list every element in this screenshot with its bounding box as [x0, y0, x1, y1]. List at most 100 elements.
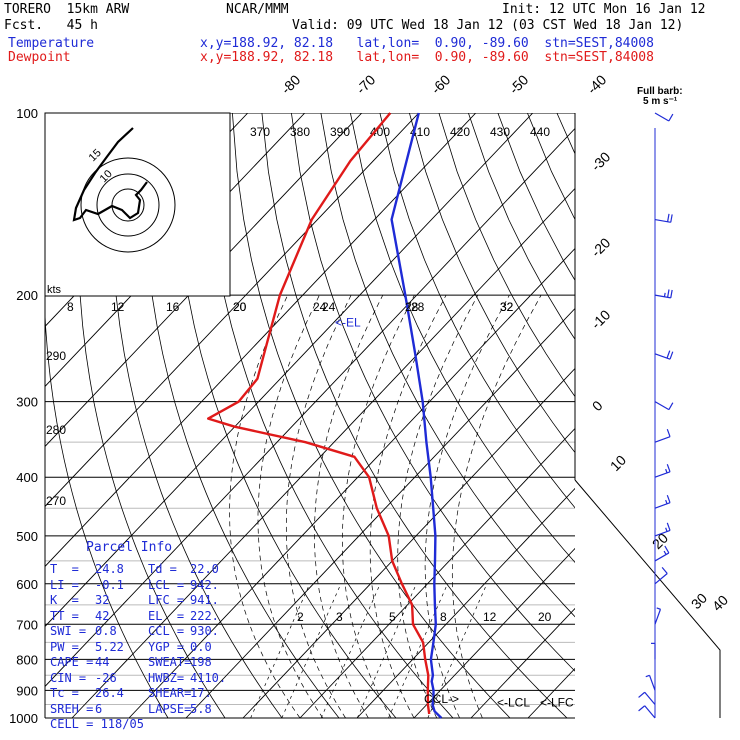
dry-adiabat-line [291, 113, 575, 672]
parcel-param-label: LFC = [148, 593, 185, 607]
wind-barb-feather [670, 289, 673, 299]
moist-adiabat-line [369, 294, 447, 719]
dry-adiabat-line [705, 113, 740, 718]
dry-adiabat-line [142, 113, 340, 719]
wind-barb-feather [638, 705, 646, 712]
wind-barb-feather [664, 545, 670, 554]
isotherm-line [527, 667, 575, 719]
wind-barb-feather [666, 428, 671, 437]
parcel-param-label: CIN = [50, 670, 87, 685]
wind-barb [654, 436, 671, 443]
wind-barb-feather [668, 113, 674, 122]
isotherm-label: -30 [588, 148, 614, 174]
mixing-ratio-label: 32 [500, 300, 514, 314]
isotherm-label: 10 [607, 452, 629, 474]
parcel-param-value: 941. [190, 593, 219, 607]
barb-legend-label: Full barb: [637, 86, 683, 97]
isotherm-line [45, 113, 477, 568]
hodograph-units-label: kts [47, 284, 62, 296]
isotherm-line [45, 113, 420, 508]
wind-barb [644, 691, 656, 705]
isotherm-line [128, 247, 575, 719]
dewpoint-profile-line [206, 112, 431, 715]
isotherm-label: -60 [428, 71, 454, 97]
wind-barb [654, 112, 670, 122]
dry-adiabat-line [350, 113, 575, 563]
wind-barb-feather [663, 550, 667, 555]
theta-side-label: 280 [46, 423, 66, 437]
mixing-ratio-label: 24 [322, 300, 336, 314]
isotherm-line [299, 427, 575, 719]
parcel-param-label: CAPE = [50, 655, 94, 669]
ccl-annotation: CCL-> [424, 692, 459, 706]
parcel-param-label: LAPSE= [148, 701, 192, 716]
model-name: TORERO 15km ARW [4, 2, 130, 17]
dry-adiabat-line [173, 113, 397, 719]
dry-adiabat-line [616, 113, 740, 718]
parcel-param-label: Tc = [50, 686, 79, 700]
wind-barb-feather [667, 213, 670, 222]
moist-adiabat-line [424, 294, 510, 719]
isotherm-line [185, 307, 575, 719]
parcel-param-label: SWEAT= [148, 655, 192, 669]
theta-side-label: 270 [46, 494, 66, 508]
theta-side-label: 290 [46, 349, 66, 363]
wind-barb-feather [665, 499, 668, 505]
mixing-ratio-line [250, 583, 311, 719]
isotherm-label: 30 [688, 590, 710, 612]
lfc-annotation: <-LFC [540, 695, 574, 709]
pressure-tick-label: 1000 [9, 711, 38, 726]
pressure-tick-label: 200 [16, 288, 38, 303]
theta-label: 420 [450, 125, 470, 139]
dry-adiabat-line [110, 113, 283, 719]
dry-adiabat-line [232, 113, 511, 719]
theta-label: 430 [490, 125, 510, 139]
parcel-param-label: LCL = [148, 577, 185, 592]
isotherm-line [356, 487, 575, 719]
mixing-ratio-label: 12 [483, 610, 497, 624]
wind-barb-feather [666, 494, 671, 503]
wind-barb [654, 609, 662, 625]
temperature-location: x,y=188.92, 82.18 lat,lon= 0.90, -89.60 … [200, 36, 654, 51]
moist-adiabat-line [229, 294, 301, 719]
isotherm-label: -70 [353, 71, 379, 97]
pressure-tick-label: 100 [16, 106, 38, 121]
mixing-ratio-label: 5 [389, 610, 396, 624]
dry-adiabat-line [468, 113, 575, 340]
wind-barb-feather [668, 402, 674, 410]
pressure-tick-label: 500 [16, 529, 38, 544]
isotherm-label: -80 [278, 71, 304, 97]
wind-barb-feather [666, 350, 671, 359]
dewpoint-label: Dewpoint [8, 50, 71, 65]
dry-adiabat-line [202, 113, 454, 719]
mixing-ratio-label: 20 [233, 300, 247, 314]
wind-barb-feather [666, 464, 671, 472]
pressure-tick-label: 300 [16, 395, 38, 410]
mixing-ratio-label: 20 [538, 610, 552, 624]
theta-label: 390 [330, 125, 350, 139]
parcel-param-label: HWBZ= [148, 670, 185, 685]
dry-adiabat-line [379, 113, 575, 509]
dry-adiabat-line [527, 113, 575, 221]
dewpoint-location: x,y=188.92, 82.18 lat,lon= 0.90, -89.60 … [200, 50, 654, 65]
parcel-param-label: Td = [148, 562, 177, 576]
parcel-param-label: LI = [50, 577, 79, 592]
parcel-param-value: 0.0 [190, 639, 212, 654]
wind-barb [654, 218, 671, 223]
parcel-param-label: T = [50, 562, 79, 576]
parcel-param-value: -0.1 [95, 577, 124, 592]
dry-adiabat-line [497, 113, 575, 282]
dry-adiabat-line [45, 113, 169, 719]
moist-adiabat-line [285, 294, 352, 719]
parcel-param-value: 5.8 [190, 701, 212, 716]
wind-barb [654, 401, 670, 411]
parcel-param-value: 44 [95, 655, 110, 669]
wind-barb-feather [656, 607, 661, 610]
pressure-tick-label: 900 [16, 683, 38, 698]
parcel-param-value: 198 [190, 655, 212, 669]
barb-legend-units: 5 m s⁻¹ [643, 96, 678, 107]
parcel-param-label: TT = [50, 608, 79, 623]
dry-adiabat-line [586, 113, 740, 718]
mixing-ratio-label: 8 [440, 610, 447, 624]
parcel-param-value: 5.22 [95, 639, 124, 654]
